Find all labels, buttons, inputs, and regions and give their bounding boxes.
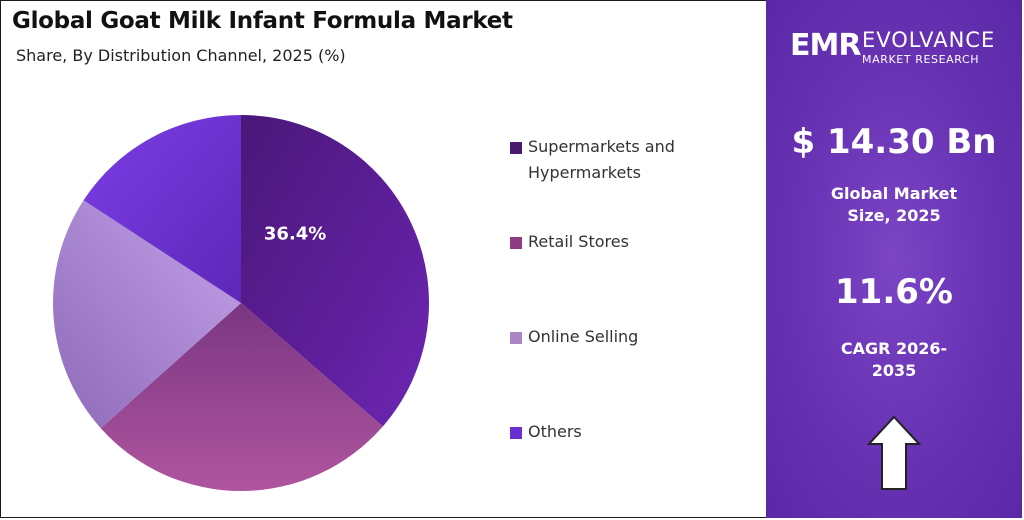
chart-subtitle: Share, By Distribution Channel, 2025 (%) bbox=[16, 46, 346, 65]
slice-supermarkets bbox=[241, 115, 429, 427]
legend-label: Retail Stores bbox=[528, 232, 629, 251]
chart-panel: Global Goat Milk Infant Formula Market S… bbox=[12, 8, 708, 491]
legend-label: Others bbox=[528, 422, 582, 441]
slice-others bbox=[83, 114, 241, 303]
market-size-value: $ 14.30 Bn bbox=[791, 122, 997, 162]
legend-item-supermarkets: Supermarkets and Hypermarkets bbox=[510, 134, 708, 186]
slice-online-selling bbox=[52, 200, 241, 429]
chart-title: Global Goat Milk Infant Formula Market bbox=[12, 8, 513, 34]
legend-swatch bbox=[510, 142, 522, 154]
legend-swatch bbox=[510, 332, 522, 344]
up-arrow-icon bbox=[866, 415, 922, 490]
legend-label: Online Selling bbox=[528, 327, 639, 346]
legend-swatch bbox=[510, 237, 522, 249]
pie-chart: 36.4% bbox=[52, 114, 429, 491]
cagr-label: CAGR 2026-2035 bbox=[840, 339, 948, 380]
logo-mark: EMR bbox=[790, 28, 861, 63]
legend-swatch bbox=[510, 427, 522, 439]
market-size-label: Global Market Size, 2025 bbox=[830, 184, 958, 225]
logo-name: EVOLVANCE bbox=[862, 28, 996, 52]
slice-retail-stores bbox=[100, 303, 383, 491]
legend-item-online-selling: Online Selling bbox=[510, 324, 708, 350]
legend-label: Supermarkets and Hypermarkets bbox=[528, 137, 675, 182]
slice-data-label: 36.4% bbox=[264, 224, 326, 245]
logo-subtitle: MARKET RESEARCH bbox=[862, 53, 980, 66]
legend-item-others: Others bbox=[510, 419, 708, 445]
summary-panel: EMR EVOLVANCE MARKET RESEARCH $ 14.30 Bn… bbox=[766, 0, 1022, 518]
legend-item-retail-stores: Retail Stores bbox=[510, 229, 708, 255]
emr-logo: EMR EVOLVANCE MARKET RESEARCH bbox=[790, 26, 1010, 70]
cagr-value: 11.6% bbox=[835, 272, 953, 312]
